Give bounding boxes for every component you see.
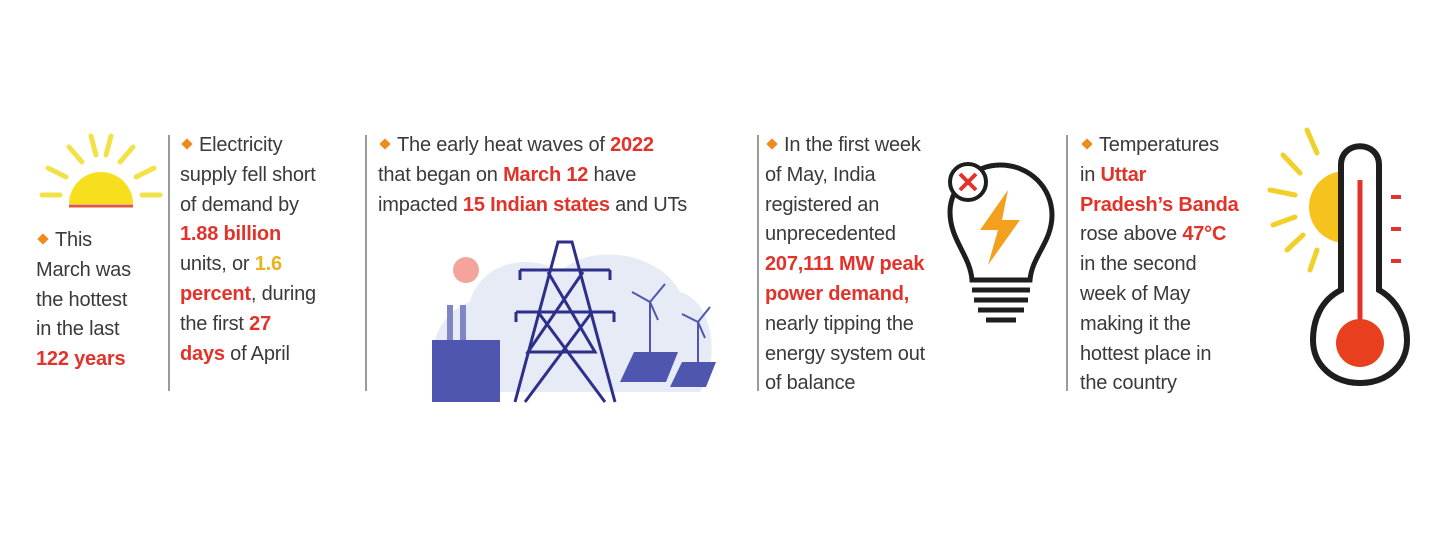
text-line: supply fell short [180,161,316,191]
highlight-text: Pradesh’s Banda [1080,193,1239,216]
body-text: rose above [1080,223,1183,246]
body-text: of April [224,342,290,365]
text-line: In the first week [765,131,925,161]
text-line: energy system out [765,340,925,370]
text-line: rose above 47°C [1080,220,1239,250]
text-line: hottest place in [1080,340,1239,370]
bullet-diamond-icon [181,138,193,150]
divider [365,135,367,391]
highlight-text: percent [180,282,251,305]
bullet-diamond-icon [766,138,778,150]
body-text: making it the [1080,312,1191,335]
body-text: supply fell short [180,163,316,186]
text-line: 122 years [36,345,131,375]
power-grid-illustration [431,240,716,403]
text-line: unprecedented [765,220,925,250]
highlight-text: 207,111 MW peak [765,253,925,276]
body-text: nearly tipping the [765,312,914,335]
bullet-diamond-icon [379,138,391,150]
text-line: that began on March 12 have [378,161,687,191]
body-text: energy system out [765,342,926,365]
text-line: nearly tipping the [765,310,925,340]
body-text: of May, India [765,163,876,186]
fact-hottest-march: This March was the hottest in the last 122 y… [36,226,131,375]
text-line: March was [36,256,131,286]
fact-heat-waves: The early heat waves of 2022 that began o… [378,131,687,220]
body-text: and UTs [609,193,688,216]
sun-shape [453,257,479,283]
body-text: This [55,229,92,251]
fact-peak-demand: In the first week of May, India registered… [765,131,925,399]
text-line: registered an [765,191,925,221]
text-line: This [36,226,131,256]
body-text: in the second [1080,253,1197,276]
body-text: March was [36,258,131,281]
body-text: week of May [1080,282,1191,305]
text-line: impacted 15 Indian states and UTs [378,191,687,221]
body-text: of balance [765,372,856,395]
text-line: the hottest [36,286,131,316]
body-text: Temperatures [1099,134,1219,156]
text-line: Pradesh’s Banda [1080,191,1239,221]
body-text: the first [180,312,250,335]
highlight-text: March 12 [503,163,589,186]
text-line: of May, India [765,161,925,191]
text-line: days of April [180,340,316,370]
text-line: in the second [1080,250,1239,280]
highlight-text: 2022 [610,134,654,156]
body-text: the hottest [36,288,128,311]
highlight-text: Uttar [1100,163,1147,186]
divider [168,135,170,391]
highlight-text: 47°C [1182,223,1227,246]
text-line: the country [1080,369,1239,399]
highlight-text: 15 Indian states [462,193,610,216]
text-line: 1.88 billion [180,220,316,250]
text-line: power demand, [765,280,925,310]
body-text: that began on [378,163,504,186]
highlight-text: 1.6 [254,253,282,276]
text-line: Temperatures [1080,131,1239,161]
text-line: making it the [1080,310,1239,340]
body-text: hottest place in [1080,342,1212,365]
text-line: units, or 1.6 [180,250,316,280]
text-line: in the last [36,315,131,345]
text-line: 207,111 MW peak [765,250,925,280]
text-line: percent, during [180,280,316,310]
body-text: Electricity [199,134,283,156]
fact-electricity-shortfall: Electricity supply fell short of demand by… [180,131,316,369]
body-text: In the first week [784,134,921,156]
body-text: in the last [36,318,120,341]
body-text: The early heat waves of [397,134,611,156]
highlight-text: 122 years [36,348,126,371]
highlight-text: 27 [249,312,271,335]
body-text: units, or [180,253,255,276]
body-text: registered an [765,193,880,216]
fact-banda-temperature: Temperatures in Uttar Pradesh’s Banda rose … [1080,131,1239,399]
text-line: week of May [1080,280,1239,310]
body-text: , during [250,282,316,305]
body-text: have [588,163,637,186]
divider [757,135,759,391]
text-line: of balance [765,369,925,399]
body-text: of demand by [180,193,299,216]
text-line: in Uttar [1080,161,1239,191]
text-line: the first 27 [180,310,316,340]
text-line: Electricity [180,131,316,161]
highlight-text: days [180,342,225,365]
body-text: the country [1080,372,1177,395]
highlight-text: power demand, [765,282,910,305]
highlight-text: 1.88 billion [180,223,281,246]
factory-shape [432,340,500,402]
sun-icon [39,133,163,208]
body-text: unprecedented [765,223,896,246]
text-line: of demand by [180,191,316,221]
text-line: The early heat waves of 2022 [378,131,687,161]
bullet-diamond-icon [1081,138,1093,150]
thermometer-sun-icon [1267,127,1411,387]
light-bulb-failure-icon [947,162,1055,323]
body-text: in [1080,163,1101,186]
divider [1066,135,1068,391]
body-text: impacted [378,193,463,216]
bullet-diamond-icon [37,233,49,245]
